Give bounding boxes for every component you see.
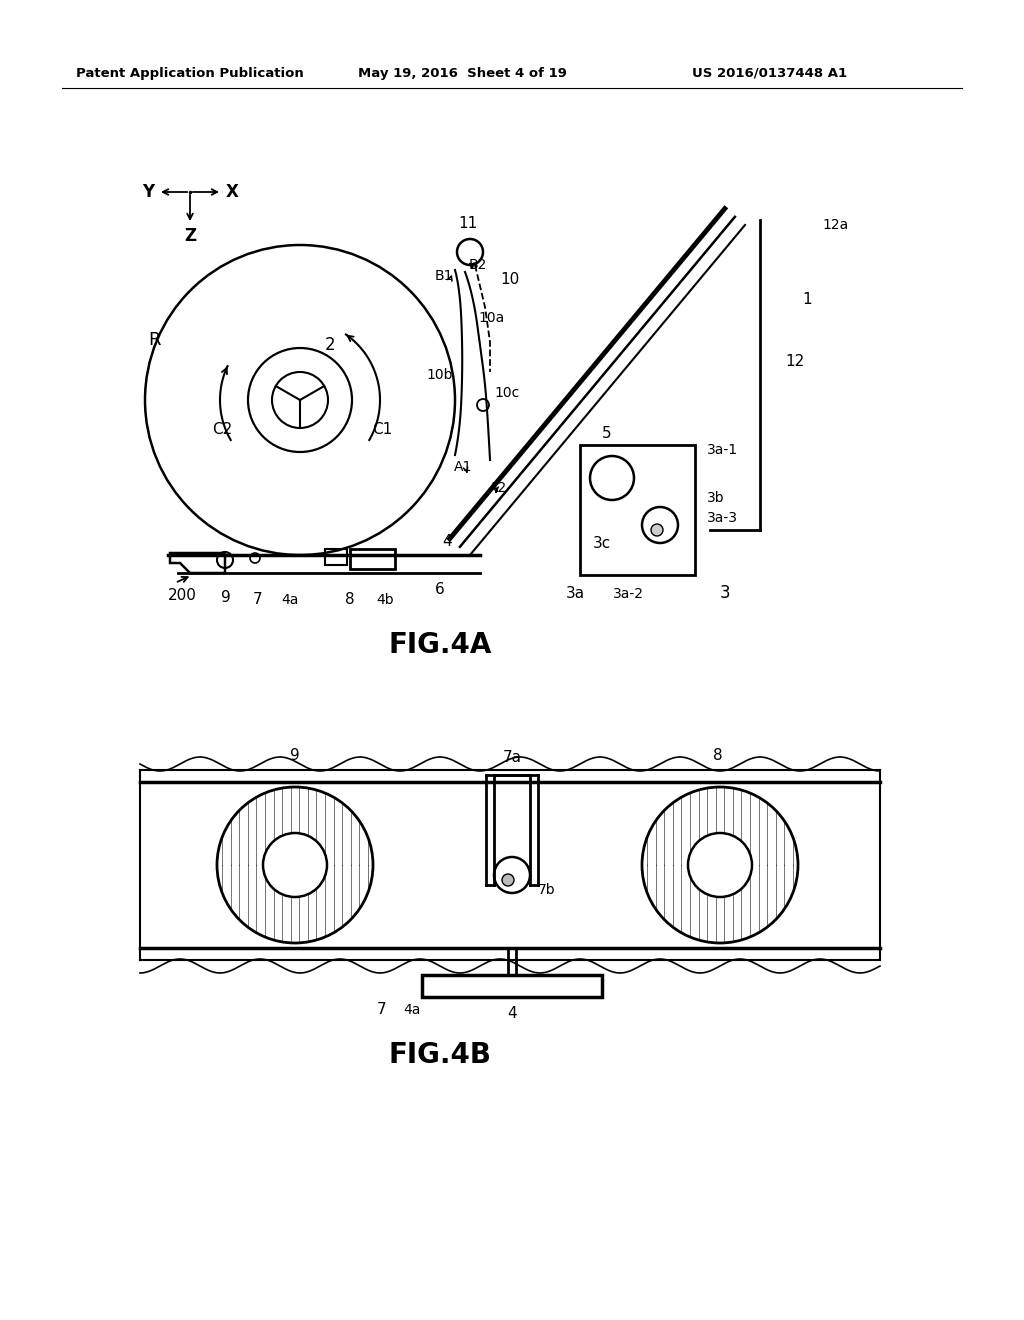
Text: 11: 11 — [459, 216, 477, 231]
Text: 7a: 7a — [503, 751, 521, 766]
Text: 8: 8 — [713, 747, 723, 763]
Text: X: X — [225, 183, 239, 201]
Text: 12a: 12a — [822, 218, 848, 232]
Text: Y: Y — [142, 183, 154, 201]
Text: 3a-2: 3a-2 — [612, 587, 643, 601]
Bar — [422, 975, 602, 997]
Text: 9: 9 — [290, 747, 300, 763]
Text: A2: A2 — [488, 480, 507, 495]
Text: 3: 3 — [720, 583, 730, 602]
Text: 3c: 3c — [593, 536, 611, 550]
Text: 3b: 3b — [707, 491, 725, 506]
Text: US 2016/0137448 A1: US 2016/0137448 A1 — [692, 66, 848, 79]
Text: C2: C2 — [212, 422, 232, 437]
Text: 1: 1 — [802, 293, 812, 308]
Text: 6: 6 — [435, 582, 444, 598]
Bar — [325, 549, 347, 565]
Text: A1: A1 — [454, 459, 472, 474]
Text: 4a: 4a — [403, 1003, 421, 1016]
Text: 10b: 10b — [427, 368, 454, 381]
Text: 12: 12 — [785, 355, 804, 370]
Text: 3a-3: 3a-3 — [707, 511, 738, 525]
Text: 10a: 10a — [479, 312, 505, 325]
Text: 4b: 4b — [376, 593, 394, 607]
Text: 3a: 3a — [565, 586, 585, 601]
Text: 4a: 4a — [282, 593, 299, 607]
Text: B2: B2 — [469, 257, 487, 272]
Text: B1: B1 — [435, 269, 454, 282]
Text: FIG.4A: FIG.4A — [388, 631, 492, 659]
Text: 10: 10 — [501, 272, 519, 288]
Text: 5: 5 — [602, 425, 611, 441]
Circle shape — [651, 524, 663, 536]
Text: Patent Application Publication: Patent Application Publication — [76, 66, 304, 79]
Text: 10c: 10c — [495, 385, 519, 400]
Text: 4: 4 — [507, 1006, 517, 1020]
Text: 7: 7 — [377, 1002, 387, 1018]
Bar — [580, 445, 695, 576]
Circle shape — [502, 874, 514, 886]
Text: FIG.4B: FIG.4B — [388, 1041, 492, 1069]
Text: 2: 2 — [325, 337, 335, 354]
Text: R: R — [148, 331, 161, 348]
Text: Z: Z — [184, 227, 196, 246]
Bar — [350, 549, 395, 569]
Text: 3a-1: 3a-1 — [707, 444, 738, 457]
Text: C1: C1 — [372, 422, 392, 437]
Text: 200: 200 — [168, 587, 197, 602]
Text: 4: 4 — [442, 535, 452, 549]
Text: 7b: 7b — [539, 883, 556, 898]
Text: 8: 8 — [345, 593, 354, 607]
Text: 7: 7 — [253, 593, 263, 607]
Text: 9: 9 — [221, 590, 230, 606]
Text: May 19, 2016  Sheet 4 of 19: May 19, 2016 Sheet 4 of 19 — [357, 66, 566, 79]
